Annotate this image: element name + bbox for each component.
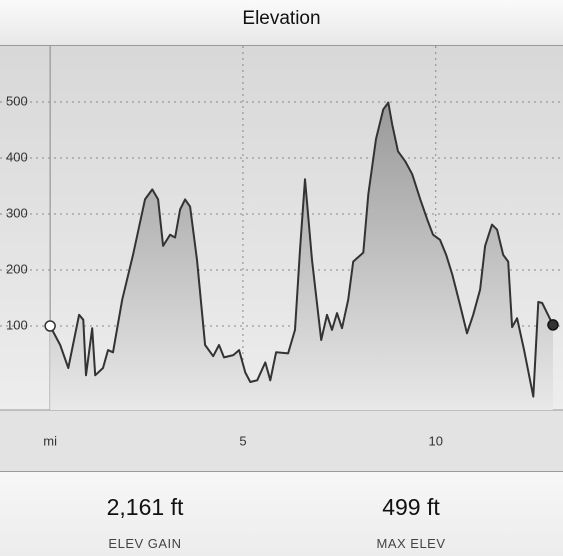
screen-title: Elevation: [0, 0, 563, 46]
elevation-line: [49, 101, 554, 398]
stat-value: 499 ft: [382, 494, 440, 520]
y-tick-label: 200: [6, 261, 28, 276]
x-tick-label: 10: [429, 433, 443, 448]
stats-panel: [0, 471, 563, 556]
y-tick-label: 400: [6, 149, 28, 164]
end-marker: [547, 319, 559, 331]
y-tick-label: 300: [6, 205, 28, 220]
elevation-area: [50, 102, 553, 410]
x-tick-label: mi: [43, 433, 57, 448]
axis-band: [0, 410, 563, 471]
y-tick-label: 500: [6, 93, 28, 108]
start-marker: [44, 320, 56, 332]
stat-value: 2,161 ft: [106, 494, 184, 520]
elevation-chart: 100 200 300 400 500 mi 5 10: [0, 46, 563, 471]
y-tick-label: 100: [6, 317, 28, 332]
stat-label: MAX ELEV: [376, 536, 446, 551]
stat-label: ELEV GAIN: [108, 536, 182, 551]
x-tick-label: 5: [239, 433, 246, 448]
